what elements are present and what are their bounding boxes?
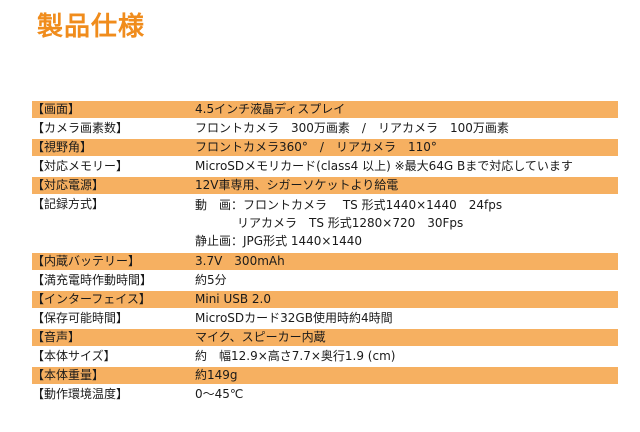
spec-row-body-size: 【本体サイズ】 約 幅12.9×高さ7.7×奥行1.9 (cm) <box>32 348 618 365</box>
spec-row-recording-format: 【記録方式】 動 画：フロントカメラ TS 形式1440×1440 24fps … <box>32 196 618 251</box>
spec-row-operating-temperature: 【動作環境温度】 0～45℃ <box>32 386 618 403</box>
spec-label: 【本体重量】 <box>32 368 105 382</box>
spec-value: 約5分 <box>195 273 227 287</box>
spec-label: 【記録方式】 <box>32 197 105 211</box>
spec-value: 約 幅12.9×高さ7.7×奥行1.9 (cm) <box>195 349 396 363</box>
spec-line-video: 動 画：フロントカメラ TS 形式1440×1440 24fps <box>195 198 503 212</box>
spec-label: 【本体サイズ】 <box>32 349 116 363</box>
spec-label: 【内蔵バッテリー】 <box>32 254 141 268</box>
spec-value: フロントカメラ360° / リアカメラ 110° <box>195 140 437 154</box>
spec-row-memory: 【対応メモリー】 MicroSDメモリカード(class4 以上) ※最大64G… <box>32 158 618 175</box>
spec-line-still-image: 静止画：JPG形式 1440×1440 <box>195 234 363 248</box>
spec-row-weight: 【本体重量】 約149g <box>32 367 618 384</box>
spec-label: 【対応電源】 <box>32 178 105 192</box>
spec-label: 【動作環境温度】 <box>32 387 129 401</box>
spec-value: フロントカメラ 300万画素 / リアカメラ 100万画素 <box>195 121 509 135</box>
spec-value: 4.5インチ液晶ディスプレイ <box>195 102 346 116</box>
page-title: 製品仕様 <box>37 12 146 42</box>
spec-value: 3.7V 300mAh <box>195 254 285 268</box>
spec-value: マイク、スピーカー内蔵 <box>195 330 326 344</box>
spec-label: 【カメラ画素数】 <box>32 121 129 135</box>
spec-label: 【満充電時作動時間】 <box>32 273 153 287</box>
spec-label: 【音声】 <box>32 330 81 344</box>
spec-row-storage-time: 【保存可能時間】 MicroSDカード32GB使用時約4時間 <box>32 310 618 327</box>
spec-row-interface: 【インターフェイス】 Mini USB 2.0 <box>32 291 618 308</box>
spec-label: 【インターフェイス】 <box>32 292 151 306</box>
spec-row-runtime: 【満充電時作動時間】 約5分 <box>32 272 618 289</box>
spec-line-rear-camera: リアカメラ TS 形式1280×720 30Fps <box>237 216 464 230</box>
spec-value: 0～45℃ <box>195 387 244 401</box>
spec-row-battery: 【内蔵バッテリー】 3.7V 300mAh <box>32 253 618 270</box>
spec-row-camera-pixels: 【カメラ画素数】 フロントカメラ 300万画素 / リアカメラ 100万画素 <box>32 120 618 137</box>
spec-value: MicroSDメモリカード(class4 以上) ※最大64G Bまで対応してい… <box>195 159 573 173</box>
spec-row-power: 【対応電源】 12V車専用、シガーソケットより給電 <box>32 177 618 194</box>
spec-label: 【対応メモリー】 <box>32 159 129 173</box>
spec-table: 【画面】 4.5インチ液晶ディスプレイ 【カメラ画素数】 フロントカメラ 300… <box>32 101 618 405</box>
spec-row-screen: 【画面】 4.5インチ液晶ディスプレイ <box>32 101 618 118</box>
spec-value: 動 画：フロントカメラ TS 形式1440×1440 24fps リアカメラ T… <box>195 196 618 251</box>
spec-label: 【画面】 <box>32 102 81 116</box>
spec-label: 【保存可能時間】 <box>32 311 129 325</box>
spec-row-audio: 【音声】 マイク、スピーカー内蔵 <box>32 329 618 346</box>
spec-value: 12V車専用、シガーソケットより給電 <box>195 178 399 192</box>
spec-value: 約149g <box>195 368 238 382</box>
spec-value: Mini USB 2.0 <box>195 292 271 306</box>
spec-row-field-of-view: 【視野角】 フロントカメラ360° / リアカメラ 110° <box>32 139 618 156</box>
spec-value: MicroSDカード32GB使用時約4時間 <box>195 311 393 325</box>
spec-label: 【視野角】 <box>32 140 93 154</box>
